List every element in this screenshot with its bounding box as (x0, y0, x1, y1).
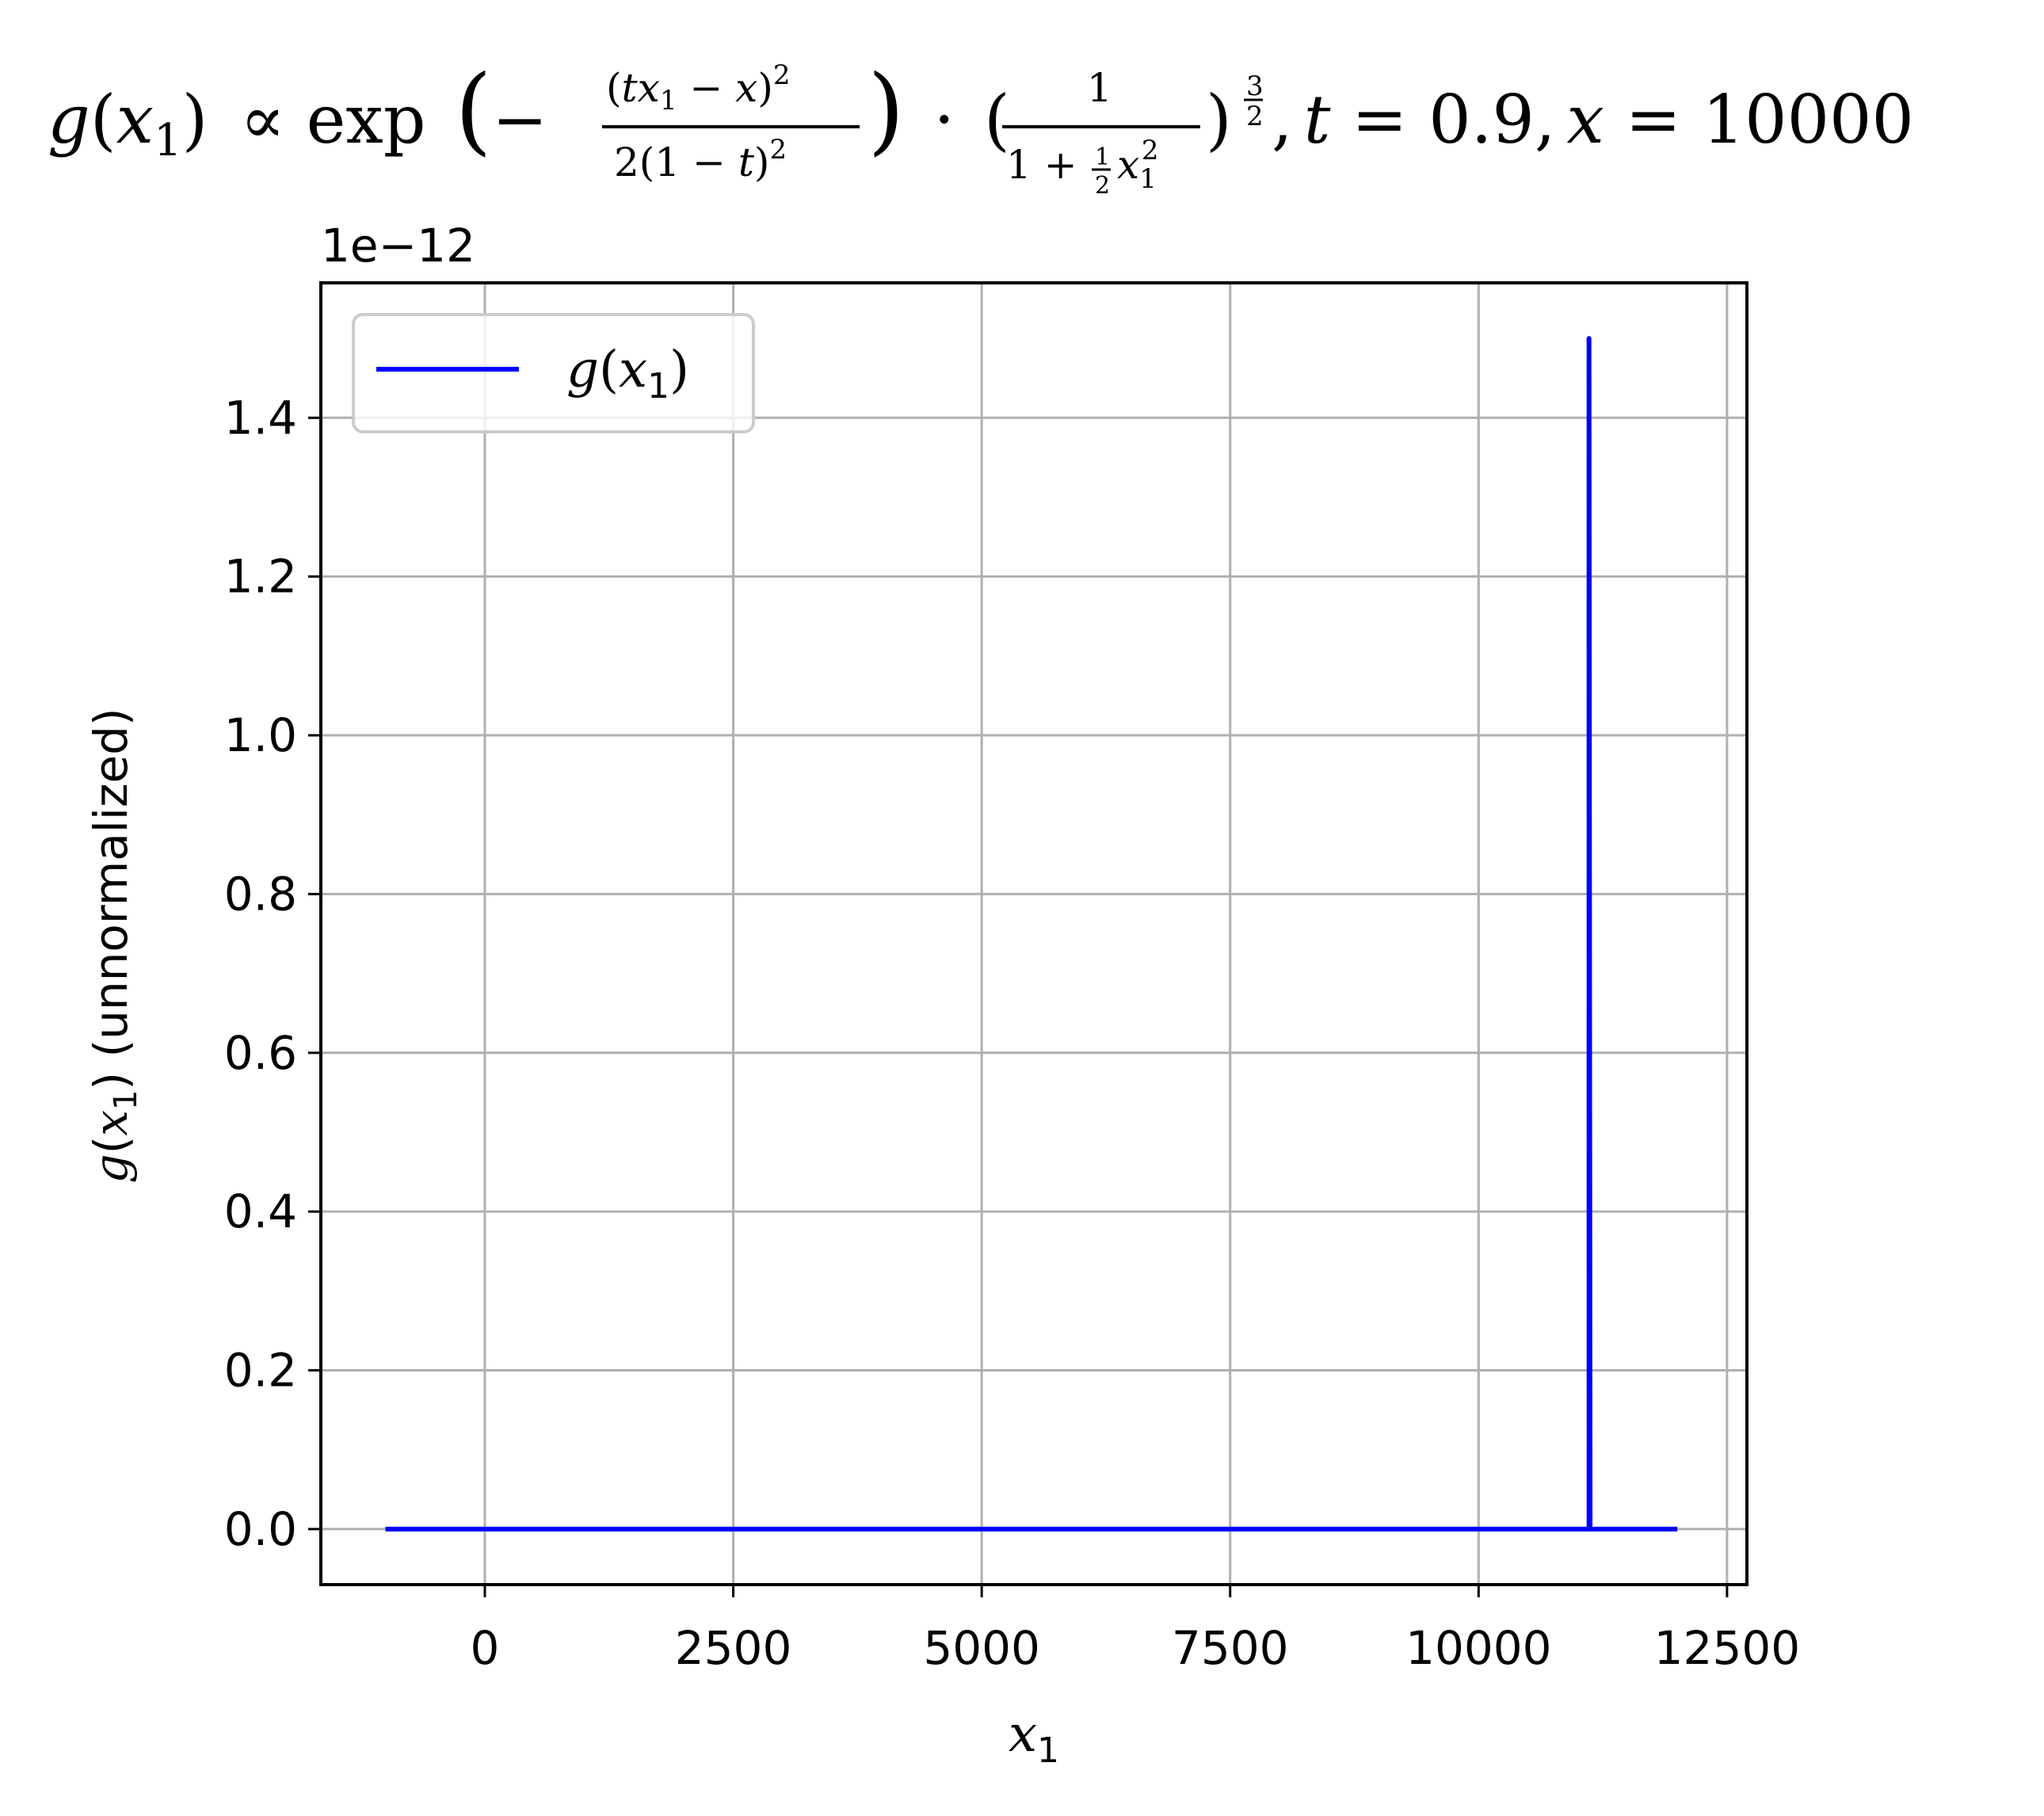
svg-text:(tx1 − x)2: (tx1 − x)2 (606, 59, 791, 116)
y-tick-label: 0.0 (224, 1502, 297, 1556)
svg-text:x12: x12 (1117, 135, 1158, 195)
grid (321, 283, 1747, 1585)
svg-text:2: 2 (1246, 101, 1264, 132)
legend-box (352, 313, 755, 433)
series-layer (385, 336, 1678, 1532)
y-tick-label: 0.8 (224, 867, 297, 921)
svg-text:3: 3 (1246, 71, 1264, 102)
y-tick-label: 0.4 (224, 1185, 297, 1238)
y-axis-label: g(x1) (unnormalized) (84, 708, 144, 1183)
y-tick-label: 0.6 (224, 1026, 297, 1080)
series-line-g-x1 (385, 336, 1678, 1532)
x-tick-label: 7500 (1172, 1621, 1289, 1675)
y-tick-label: 1.4 (224, 391, 297, 444)
x-tick-label: 5000 (923, 1621, 1040, 1675)
svg-text:1: 1 (1087, 65, 1112, 111)
svg-text:2(1 − t)2: 2(1 − t)2 (614, 134, 787, 185)
y-tick-label: 0.2 (224, 1344, 297, 1398)
svg-text:2: 2 (1095, 172, 1110, 200)
svg-text:,t = 0.9,x = 10000: ,t = 0.9, x = 10000 (1272, 81, 1914, 158)
chart-title: g(x1) ∝ exp (− (tx1 − x)2 2(1 − t)2 ) · … (48, 55, 1914, 200)
svg-text:) · (: ) · ( (868, 55, 1010, 166)
y-tick-label: 1.2 (224, 550, 297, 604)
y-tick-label: 1.0 (224, 708, 297, 762)
x-tick-label: 2500 (675, 1621, 792, 1675)
x-tick-label: 12500 (1654, 1621, 1801, 1675)
svg-text:g(x1) ∝ exp (−: g(x1) ∝ exp (− (48, 55, 547, 166)
axes-frame (319, 281, 1748, 1586)
legend-label: g(x1) (566, 341, 689, 406)
y-axis-offset-label: 1e−12 (321, 219, 475, 273)
legend: g(x1) (352, 313, 755, 433)
svg-text:1: 1 (1095, 143, 1110, 171)
y-axis-ticks: 0.0 0.2 0.4 0.6 0.8 1.0 1.2 1.4 (224, 391, 321, 1556)
x-tick-label: 0 (471, 1621, 500, 1675)
x-tick-label: 10000 (1405, 1621, 1552, 1675)
x-axis-label: x1 (1009, 1705, 1059, 1771)
svg-text:1 +: 1 + (1006, 142, 1077, 188)
svg-text:): ) (1206, 81, 1232, 158)
x-axis-ticks: 0 2500 5000 7500 10000 12500 (471, 1585, 1801, 1675)
